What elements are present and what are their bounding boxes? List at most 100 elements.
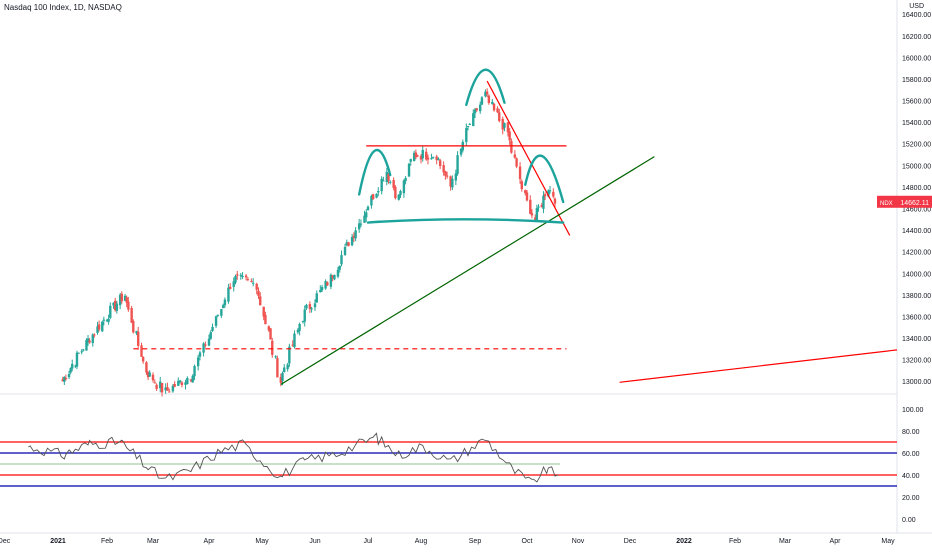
candle-body bbox=[399, 191, 402, 196]
candle-body bbox=[529, 199, 532, 214]
candle-body bbox=[288, 346, 291, 364]
candle-body bbox=[540, 204, 544, 208]
candle-body bbox=[479, 104, 482, 112]
descending-trendline bbox=[486, 80, 571, 236]
candle-body bbox=[291, 344, 294, 346]
last-price-symbol: NDX bbox=[880, 201, 893, 207]
price-tick-label: 16400.00 bbox=[902, 12, 931, 19]
time-axis-label: Aug bbox=[415, 538, 428, 545]
chart-title: Nasdaq 100 Index, 1D, NASDAQ bbox=[4, 3, 122, 12]
candle-body bbox=[88, 340, 91, 343]
rsi-tick-label: 100.00 bbox=[902, 407, 924, 414]
candle-body bbox=[496, 108, 499, 113]
candle-body bbox=[363, 215, 366, 223]
candle-body bbox=[394, 186, 397, 199]
candles-group bbox=[61, 88, 557, 397]
price-tick-label: 15200.00 bbox=[902, 142, 931, 149]
candle-body bbox=[365, 212, 368, 218]
candle-body bbox=[257, 290, 260, 296]
candle-body bbox=[114, 300, 117, 311]
candle-body bbox=[145, 362, 148, 373]
candle-body bbox=[315, 293, 318, 303]
rsi-tick-label: 20.00 bbox=[902, 495, 920, 502]
candle-body bbox=[513, 154, 517, 158]
candle-body bbox=[216, 314, 220, 316]
candle-body bbox=[148, 372, 151, 377]
candle-body bbox=[454, 173, 458, 181]
candle-body bbox=[305, 304, 308, 309]
candle-body bbox=[196, 357, 200, 367]
candle-body bbox=[530, 213, 534, 216]
candle-body bbox=[211, 326, 214, 331]
candle-body bbox=[130, 308, 133, 323]
candle-body bbox=[435, 156, 438, 161]
candle-body bbox=[412, 152, 416, 161]
candle-body bbox=[308, 303, 312, 309]
candle-body bbox=[319, 290, 322, 293]
candle-body bbox=[326, 282, 329, 286]
rsi-tick-label: 60.00 bbox=[902, 451, 920, 458]
candle-body bbox=[535, 208, 539, 221]
candle-body bbox=[67, 373, 71, 378]
candle-body bbox=[537, 206, 540, 208]
price-tick-label: 15000.00 bbox=[902, 163, 931, 170]
candle-body bbox=[160, 382, 164, 393]
candle-body bbox=[402, 180, 406, 194]
candle-body bbox=[451, 178, 454, 188]
candle-body bbox=[214, 316, 218, 326]
candle-body bbox=[64, 378, 68, 380]
price-tick-label: 13600.00 bbox=[902, 314, 931, 321]
candle-body bbox=[468, 123, 471, 125]
candle-body bbox=[371, 194, 375, 199]
candle-body bbox=[223, 299, 227, 306]
candle-body bbox=[336, 269, 340, 277]
candle-body bbox=[377, 191, 380, 193]
candle-body bbox=[115, 303, 119, 311]
candle-body bbox=[449, 176, 452, 187]
candle-body bbox=[501, 118, 504, 130]
candle-body bbox=[445, 175, 449, 177]
candle-body bbox=[392, 180, 395, 188]
candle-body bbox=[109, 305, 112, 318]
time-axis-label: 2021 bbox=[50, 538, 66, 545]
candle-body bbox=[279, 377, 283, 383]
price-tick-label: 15800.00 bbox=[902, 77, 931, 84]
candle-body bbox=[506, 122, 510, 133]
candle-body bbox=[350, 237, 354, 246]
candle-body bbox=[426, 157, 430, 160]
candle-body bbox=[61, 379, 64, 382]
last-price-badge bbox=[877, 195, 932, 208]
candle-body bbox=[91, 334, 94, 344]
candle-body bbox=[385, 171, 389, 182]
candle-body bbox=[274, 356, 277, 358]
candle-body bbox=[69, 368, 72, 373]
candle-body bbox=[102, 319, 106, 321]
candle-body bbox=[269, 328, 272, 340]
candle-body bbox=[480, 97, 484, 105]
candle-body bbox=[425, 151, 428, 160]
candle-body bbox=[239, 274, 242, 276]
candle-body bbox=[543, 194, 547, 197]
candle-body bbox=[525, 192, 529, 201]
candle-body bbox=[340, 255, 343, 265]
price-tick-label: 14400.00 bbox=[902, 228, 931, 235]
candle-body bbox=[155, 384, 158, 389]
price-tick-label: 13200.00 bbox=[902, 358, 931, 365]
candle-body bbox=[553, 198, 557, 204]
candle-body bbox=[310, 308, 313, 310]
candle-body bbox=[542, 195, 545, 209]
candle-body bbox=[112, 302, 115, 306]
candle-body bbox=[63, 377, 66, 382]
candle-body bbox=[193, 366, 196, 377]
candle-body bbox=[331, 275, 334, 278]
price-tick-label: 14200.00 bbox=[902, 250, 931, 257]
candle-body bbox=[407, 163, 411, 177]
candle-body bbox=[421, 149, 424, 159]
candle-body bbox=[366, 206, 370, 211]
candle-body bbox=[465, 128, 468, 143]
candle-body bbox=[380, 178, 383, 192]
currency-label: USD bbox=[909, 3, 924, 10]
time-axis-label: Jun bbox=[309, 538, 320, 545]
candle-body bbox=[262, 306, 265, 317]
